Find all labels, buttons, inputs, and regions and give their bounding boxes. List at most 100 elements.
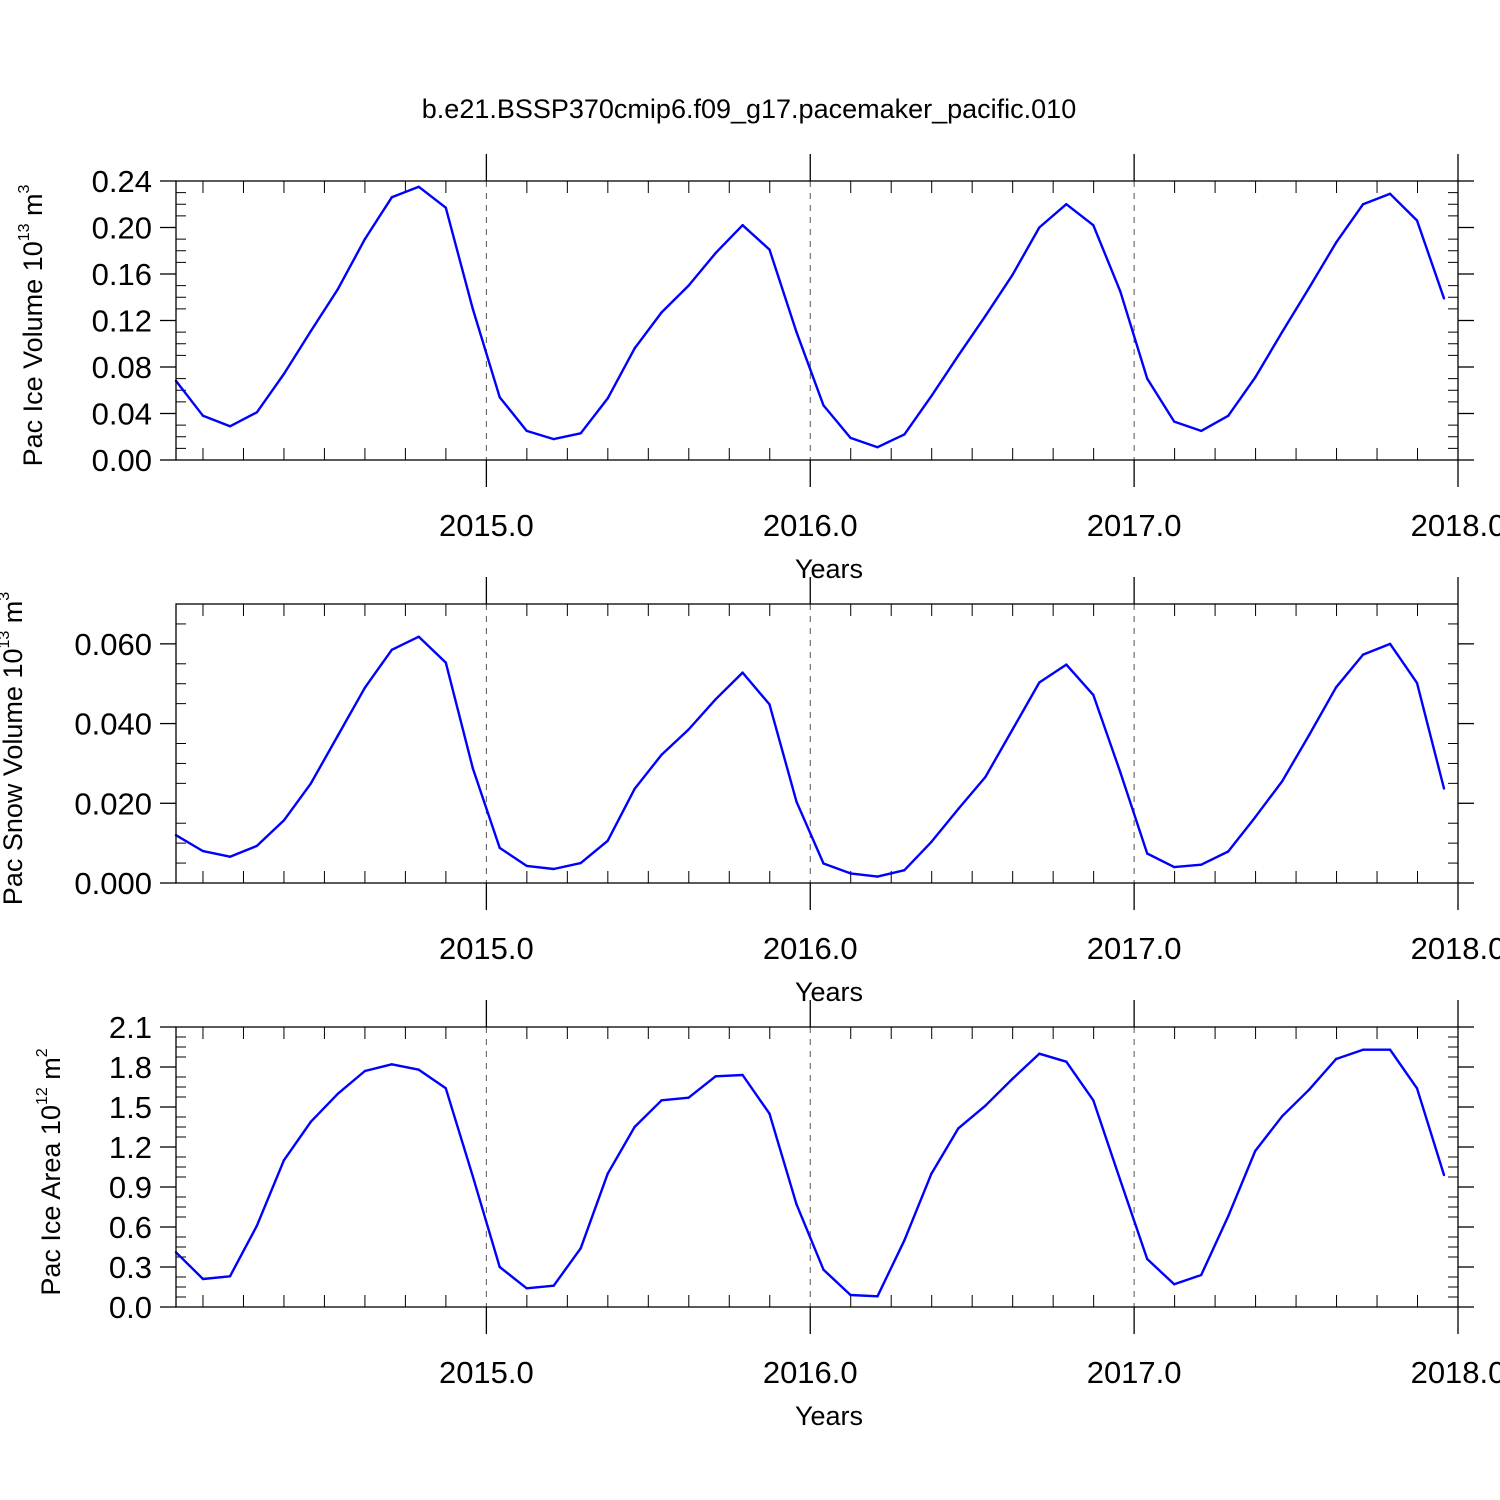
y-tick-label: 0.00 xyxy=(92,443,152,478)
data-point xyxy=(444,661,447,664)
data-point xyxy=(1038,1052,1041,1055)
data-point xyxy=(282,372,286,376)
data-point xyxy=(1280,1115,1284,1118)
y-axis-label-unit-exponent: 3 xyxy=(16,184,33,193)
data-point xyxy=(1119,1179,1122,1182)
data-point xyxy=(687,728,690,731)
data-point xyxy=(741,1073,744,1077)
data-point xyxy=(579,861,582,865)
data-point xyxy=(417,635,420,638)
data-point xyxy=(822,1268,825,1271)
panel-snow-volume: 2015.0 2016.0 2017.0 2018.0 0.000 0.020 0.040 0… xyxy=(0,577,1500,1007)
y-tick-label: 1.8 xyxy=(109,1050,152,1085)
data-point xyxy=(1173,420,1176,423)
y-tick-label: 0.060 xyxy=(74,627,152,662)
data-point xyxy=(1280,330,1284,334)
data-point xyxy=(336,287,340,291)
data-point xyxy=(1200,1273,1203,1277)
data-point xyxy=(957,354,960,357)
data-point xyxy=(255,844,259,848)
data-point xyxy=(1361,1048,1365,1051)
y-tick-label: 0.24 xyxy=(92,164,152,199)
data-point xyxy=(984,1104,987,1107)
data-point xyxy=(1119,290,1122,293)
data-point xyxy=(903,1239,906,1242)
y-axis-label-unit: m xyxy=(36,1057,66,1087)
data-point xyxy=(660,753,663,756)
data-point xyxy=(336,734,340,737)
data-point xyxy=(957,807,960,811)
x-tick-label: 2015.0 xyxy=(439,508,534,543)
y-axis-label-unit-exponent: 2 xyxy=(34,1048,51,1057)
data-point xyxy=(660,311,663,314)
data-point xyxy=(390,196,393,199)
y-axis-label-unit: m xyxy=(18,193,48,223)
data-point xyxy=(930,1172,933,1175)
y-tick-label: 0.040 xyxy=(74,707,152,742)
data-point xyxy=(1361,203,1365,206)
data-point xyxy=(1415,681,1419,685)
x-axis-label: Years xyxy=(795,977,863,1007)
data-point xyxy=(579,1247,582,1250)
plot-frame xyxy=(175,180,1459,461)
data-point xyxy=(1254,816,1257,819)
x-tick-label: 2016.0 xyxy=(763,1355,858,1390)
data-point xyxy=(714,251,717,255)
x-axis-label: Years xyxy=(795,1401,863,1431)
y-tick-label: 0.20 xyxy=(92,211,152,246)
data-point xyxy=(957,1127,960,1130)
data-point xyxy=(795,330,798,334)
x-tick-label: 2017.0 xyxy=(1087,1355,1182,1390)
data-point xyxy=(1011,728,1014,732)
data-point xyxy=(606,1172,609,1175)
data-point xyxy=(633,347,636,350)
data-point xyxy=(903,869,906,872)
x-tick-label: 2017.0 xyxy=(1087,931,1182,966)
x-tick-label: 2016.0 xyxy=(763,508,858,543)
data-point xyxy=(363,1069,367,1073)
data-point xyxy=(228,425,232,428)
data-point xyxy=(1388,192,1392,195)
data-point xyxy=(1254,376,1257,379)
data-point xyxy=(552,437,555,441)
data-point xyxy=(417,1068,420,1071)
y-axis-label-base: Pac Ice Area 10 xyxy=(36,1105,66,1296)
data-point xyxy=(876,446,879,449)
data-point xyxy=(390,648,393,651)
x-tick-label: 2018.0 xyxy=(1411,1355,1500,1390)
data-point xyxy=(1146,1257,1149,1261)
data-point xyxy=(633,787,636,791)
data-point xyxy=(444,206,447,209)
y-axis-label-exponent: 13 xyxy=(0,631,13,649)
x-tick-label: 2017.0 xyxy=(1087,508,1182,543)
data-point xyxy=(768,1112,771,1115)
data-point xyxy=(1442,297,1446,300)
data-point xyxy=(660,1099,663,1102)
data-point xyxy=(1334,1057,1338,1061)
data-point xyxy=(606,839,609,842)
data-point xyxy=(201,1277,205,1281)
data-point xyxy=(1146,377,1149,380)
y-tick-label: 0.9 xyxy=(109,1170,152,1205)
data-point xyxy=(633,1125,636,1129)
data-point xyxy=(282,1159,286,1162)
data-point xyxy=(714,698,717,701)
data-point xyxy=(1011,1077,1014,1081)
data-point xyxy=(552,1284,555,1287)
data-point xyxy=(1011,274,1014,277)
plot-frame xyxy=(175,1026,1459,1308)
data-point xyxy=(1038,681,1041,684)
y-tick-label: 1.2 xyxy=(109,1130,152,1165)
data-point xyxy=(498,1265,501,1269)
y-tick-label: 1.5 xyxy=(109,1090,152,1125)
data-point xyxy=(1415,219,1419,222)
data-point xyxy=(201,414,205,417)
y-axis-label-base: Pac Snow Volume 10 xyxy=(0,649,28,906)
data-point xyxy=(1092,693,1095,697)
y-tick-label: 0.6 xyxy=(109,1210,152,1245)
data-point xyxy=(687,284,690,287)
data-point xyxy=(849,1293,852,1297)
y-tick-label: 0.3 xyxy=(109,1250,152,1285)
data-point xyxy=(1065,1060,1068,1063)
data-point xyxy=(1307,733,1311,737)
